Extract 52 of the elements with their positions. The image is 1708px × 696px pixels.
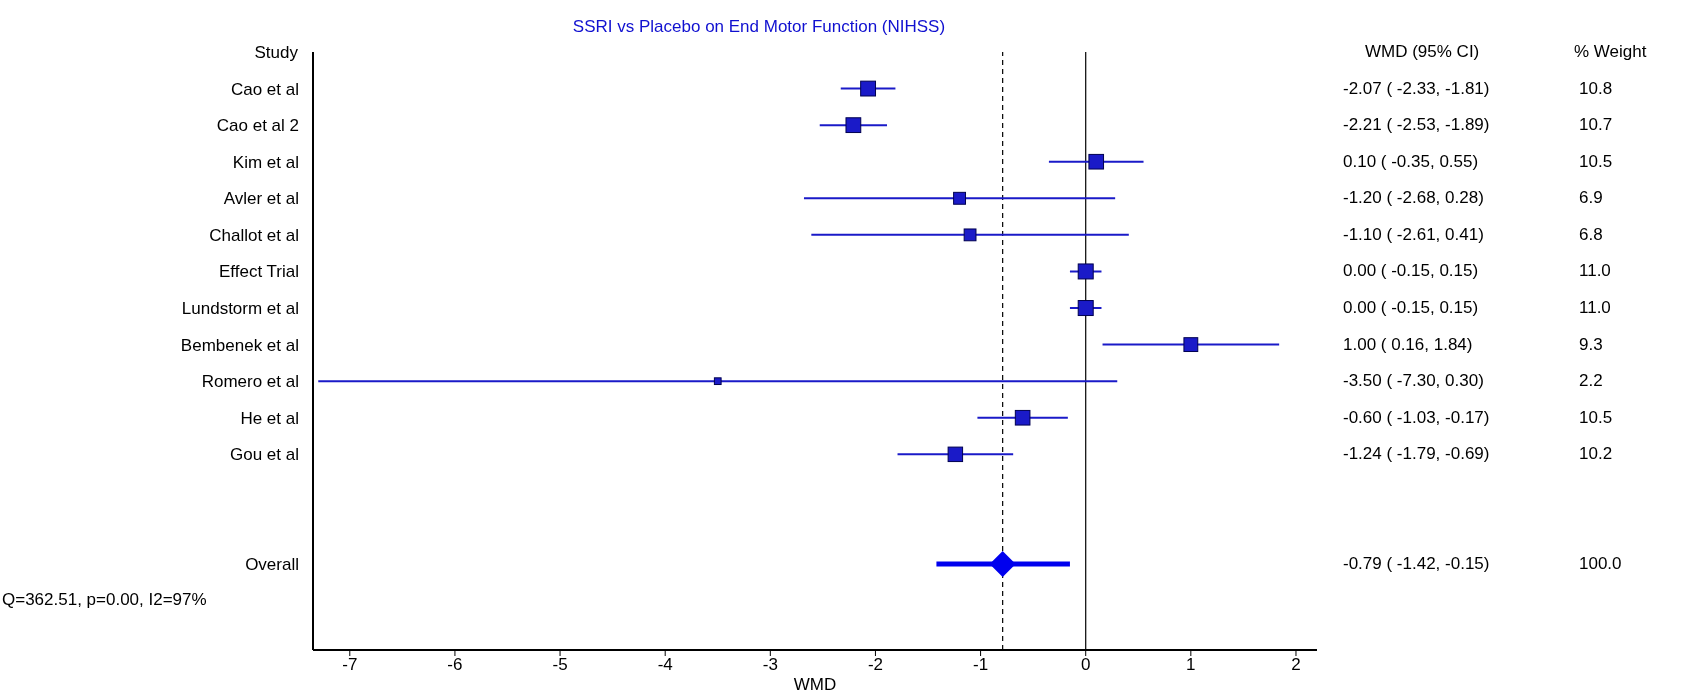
text: % Weight bbox=[1574, 42, 1647, 62]
text: -1.10 ( -2.61, 0.41) bbox=[1343, 224, 1484, 245]
text: -1.20 ( -2.68, 0.28) bbox=[1343, 188, 1484, 209]
text: -3.50 ( -7.30, 0.30) bbox=[1343, 371, 1484, 392]
y-tick-label: Romero et al bbox=[201, 372, 299, 392]
text: -2.21 ( -2.53, -1.89) bbox=[1343, 115, 1490, 136]
text: 0.00 ( -0.15, 0.15) bbox=[1343, 298, 1479, 319]
y-tick-label: Overall bbox=[245, 555, 299, 575]
text: -0.79 ( -1.42, -0.15) bbox=[1343, 554, 1490, 575]
text: -0.60 ( -1.03, -0.17) bbox=[1343, 407, 1490, 428]
text: 11.0 bbox=[1579, 298, 1611, 319]
y-tick-label: Cao et al bbox=[230, 79, 299, 99]
y-tick-label: Cao et al 2 bbox=[216, 116, 299, 136]
text: WMD (95% CI) bbox=[1365, 42, 1480, 62]
text: 11.0 bbox=[1579, 261, 1611, 282]
text: 10.5 bbox=[1579, 407, 1613, 428]
y-tick-label: He et al bbox=[240, 408, 299, 428]
text: 9.3 bbox=[1579, 334, 1603, 355]
chart-title: SSRI vs Placebo on End Motor Function (NIHSS) bbox=[572, 17, 946, 36]
text: Q=362.51, p=0.00, I2=97% bbox=[2, 589, 207, 609]
text: 6.8 bbox=[1579, 224, 1603, 245]
x-tick-label: 2 bbox=[1291, 655, 1301, 675]
text: -2.07 ( -2.33, -1.81) bbox=[1343, 78, 1490, 99]
x-tick-label: -5 bbox=[552, 655, 568, 675]
text: 6.9 bbox=[1579, 188, 1603, 209]
x-tick-label: 0 bbox=[1080, 655, 1091, 675]
text: -1.24 ( -1.79, -0.69) bbox=[1343, 444, 1490, 465]
text: 1.00 ( 0.16, 1.84) bbox=[1343, 334, 1473, 355]
x-tick-label: -2 bbox=[867, 655, 884, 675]
x-tick-label: -3 bbox=[762, 655, 778, 675]
x-tick-label: -6 bbox=[447, 655, 463, 675]
text: 2.2 bbox=[1579, 371, 1603, 392]
text: 10.8 bbox=[1579, 78, 1613, 99]
text: 10.2 bbox=[1579, 444, 1613, 465]
x-axis-title: WMD bbox=[793, 675, 837, 694]
y-tick-label: Kim et al bbox=[232, 152, 299, 172]
y-tick-label: Bembenek et al bbox=[180, 335, 299, 355]
text: 10.5 bbox=[1579, 151, 1613, 172]
x-tick-label: 1 bbox=[1186, 655, 1196, 675]
text: 10.7 bbox=[1579, 115, 1613, 136]
text: 0.00 ( -0.15, 0.15) bbox=[1343, 261, 1479, 282]
y-tick-label: Effect Trial bbox=[219, 262, 299, 282]
y-tick-label: Gou et al bbox=[230, 445, 299, 465]
y-tick-label: Avler et al bbox=[223, 189, 299, 209]
text: 100.0 bbox=[1579, 554, 1622, 575]
x-tick-label: -7 bbox=[342, 655, 358, 675]
y-tick-label: Lundstorm et al bbox=[181, 299, 299, 319]
text: 0.10 ( -0.35, 0.55) bbox=[1343, 151, 1479, 172]
y-tick-label: Challot et al bbox=[209, 225, 299, 245]
x-tick-label: -4 bbox=[657, 655, 673, 675]
text: Study bbox=[254, 43, 299, 62]
x-tick-label: -1 bbox=[973, 655, 989, 675]
